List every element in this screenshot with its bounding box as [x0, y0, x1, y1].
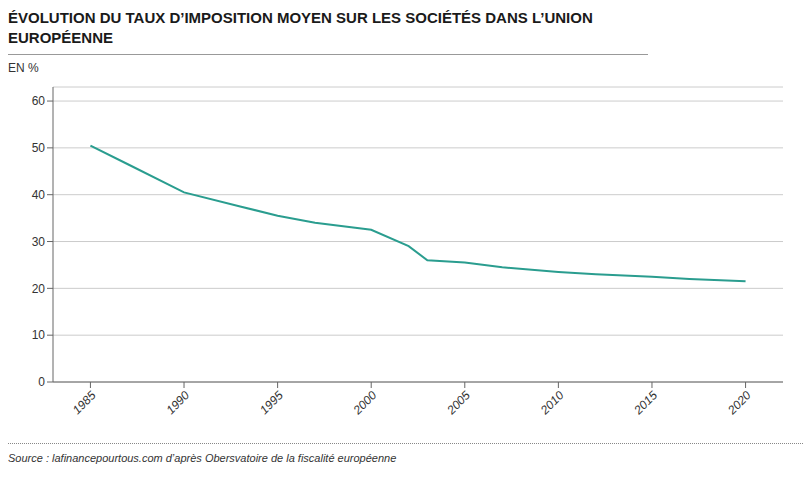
svg-text:40: 40 [32, 188, 46, 202]
svg-text:1985: 1985 [70, 388, 99, 417]
html-text:EN %: EN % [8, 61, 39, 75]
svg-text:30: 30 [32, 235, 46, 249]
svg-text:2005: 2005 [443, 388, 473, 418]
svg-text:1995: 1995 [257, 388, 286, 417]
svg-text:2000: 2000 [350, 388, 380, 418]
svg-text:2015: 2015 [631, 388, 661, 418]
svg-text:50: 50 [32, 141, 46, 155]
html-text:ÉVOLUTION DU TAUX D’IMPOSITION: ÉVOLUTION DU TAUX D’IMPOSITION MOYEN SUR… [8, 9, 593, 46]
svg-text:1990: 1990 [163, 388, 192, 417]
html-text:Source : lafinancepourtous.com: Source : lafinancepourtous.com d’après O… [8, 452, 397, 464]
svg-text:10: 10 [32, 328, 46, 342]
svg-text:0: 0 [38, 375, 45, 389]
svg-text:2010: 2010 [537, 388, 567, 418]
svg-text:60: 60 [32, 94, 46, 108]
svg-text:2020: 2020 [724, 388, 754, 418]
svg-text:20: 20 [32, 282, 46, 296]
